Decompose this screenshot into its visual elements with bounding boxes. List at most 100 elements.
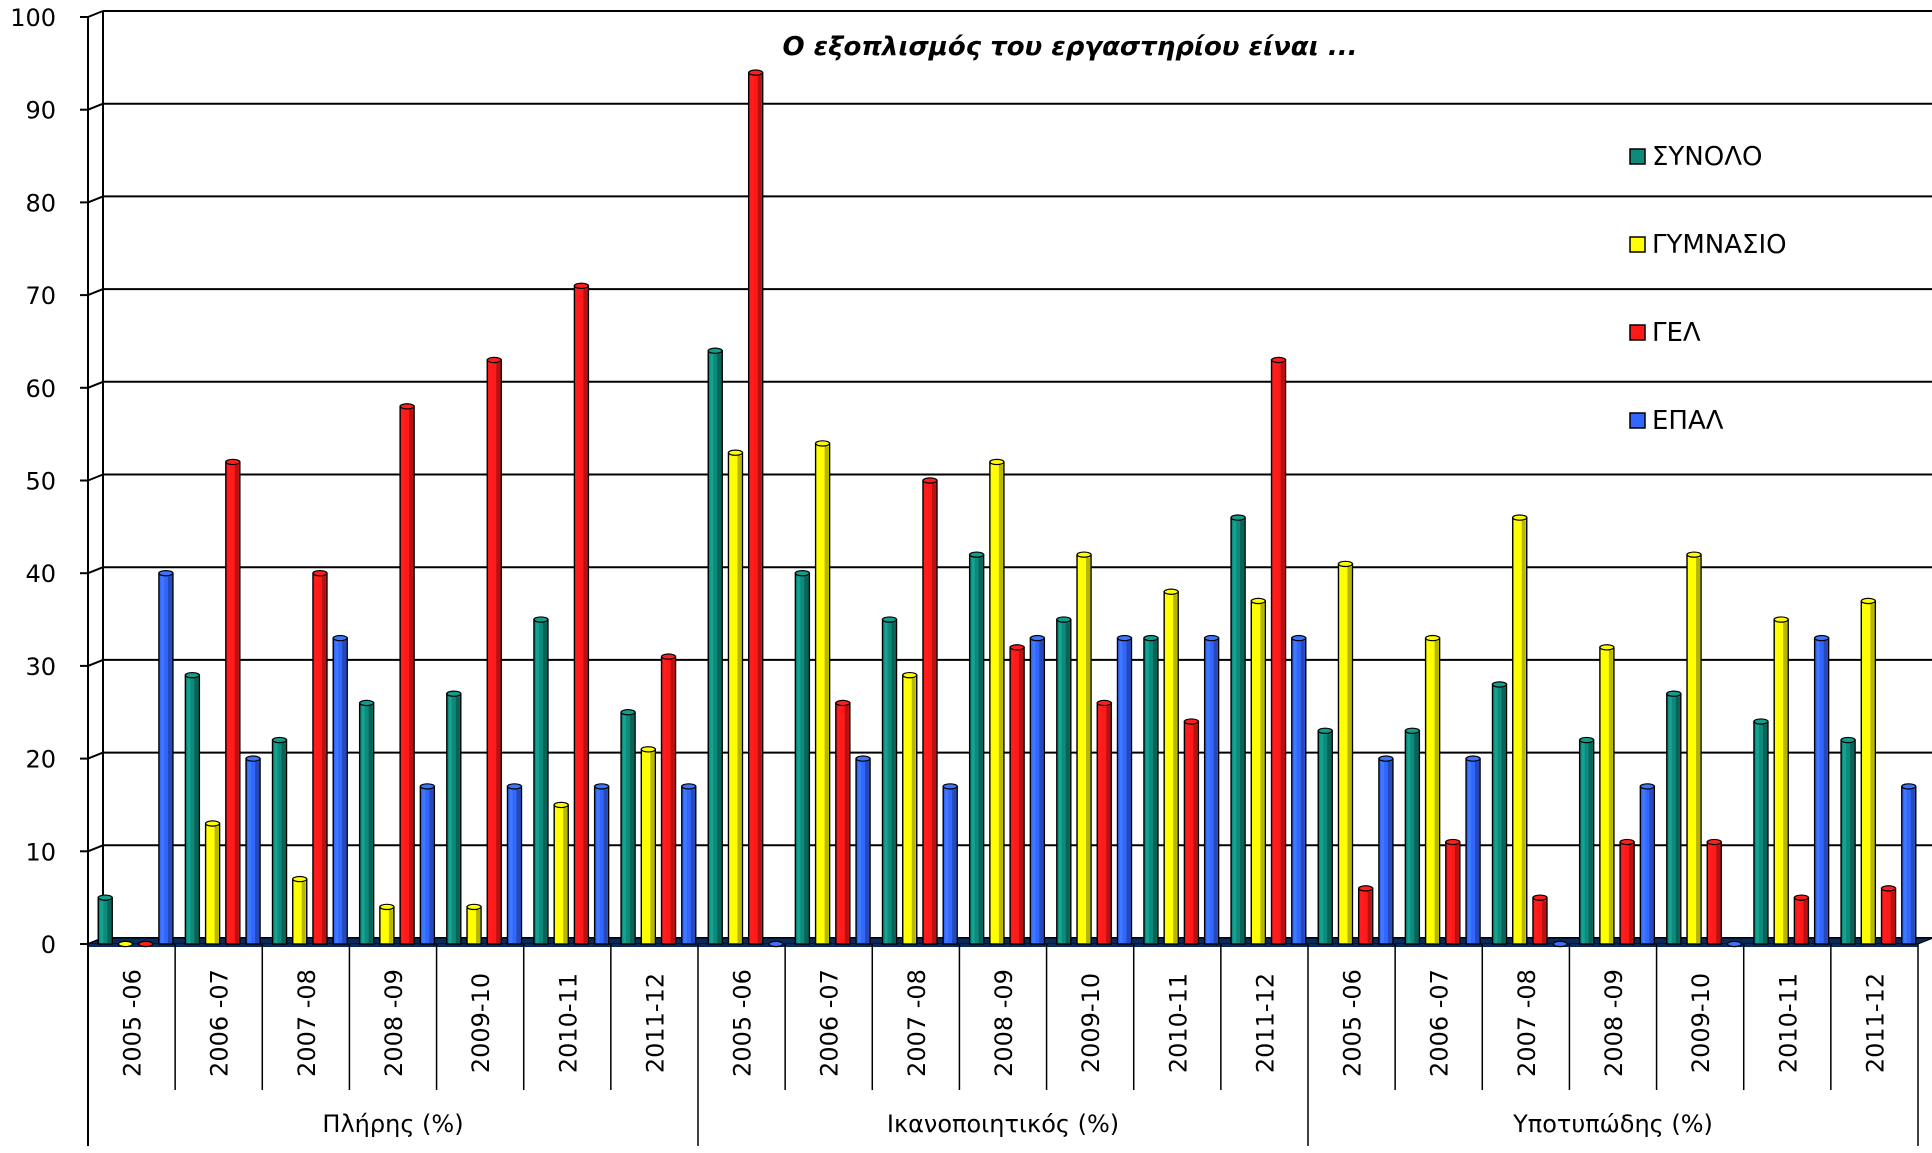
y-tick-label: 20 [25,746,56,774]
gridline-side [87,566,104,575]
group-label: Πλήρης (%) [322,1110,463,1138]
bar [332,634,348,945]
bar [727,449,744,945]
legend-item: ΣΥΝΟΛΟ [1629,142,1762,172]
x-tick-label: 2011-12 [641,973,669,1073]
bar [1686,551,1702,945]
bar [1009,644,1025,945]
legend: ΣΥΝΟΛΟ ΓΥΜΝΑΣΙΟ ΓΕΛ ΕΠΑΛ [1629,142,1787,436]
bar [768,940,784,948]
axis-layer: 0 10 20 30 40 50 60 70 80 90 100 2005 -06 2006 -07 20… [10,4,1919,1146]
bar [533,616,549,945]
x-tick-label: 2007 -08 [903,969,931,1077]
bar [1029,634,1046,945]
bar [1512,514,1528,945]
bar [1840,736,1856,945]
bar [1753,718,1769,945]
bar [835,699,851,945]
bar [1143,634,1159,945]
bar [1860,597,1877,945]
x-tick-label: 2010-11 [1774,973,1802,1073]
bar [1773,616,1789,945]
bar [707,347,723,945]
bar [942,783,958,945]
x-tick-label: 2010-11 [554,973,582,1073]
x-tick-label: 2011-12 [1251,973,1279,1073]
bar [1901,783,1917,945]
gridline-side [87,473,104,482]
bar [1706,838,1722,945]
legend-label: ΣΥΝΟΛΟ [1652,142,1762,172]
bar [681,783,697,945]
legend-label: ΓΕΛ [1652,318,1701,348]
bar [184,671,201,945]
gridline-side [87,658,104,667]
y-tick-label: 90 [25,97,56,125]
x-tick-label: 2005 -06 [729,969,757,1077]
bar [1357,885,1374,945]
bar [794,570,811,945]
x-tick-label: 2008 -09 [990,969,1018,1077]
bar [204,820,221,945]
bar [573,282,590,945]
bar [1639,783,1656,945]
bar [922,477,938,945]
bar [593,783,610,945]
bar [466,903,482,945]
x-tick-label: 2008 -09 [380,969,408,1077]
legend-item: ΕΠΑΛ [1629,406,1724,436]
legend-swatch [1629,148,1646,165]
bar [1813,634,1830,945]
y-tick-label: 0 [41,931,56,959]
x-tick-label: 2005 -06 [1339,969,1367,1077]
bar [312,570,328,945]
bar [1404,727,1421,945]
bar [245,755,261,945]
bar [1465,755,1481,945]
x-tick-label: 2006 -07 [206,969,234,1077]
legend-swatch [1629,236,1646,253]
x-tick-label: 2009-10 [1077,973,1105,1073]
x-tick-label: 2008 -09 [1600,969,1628,1077]
bar [620,709,636,945]
bar [97,894,113,945]
bar [855,755,871,945]
bar [1230,514,1246,945]
bar [1183,718,1200,945]
bar [747,69,764,945]
bar [1578,736,1595,945]
bar [1424,634,1441,945]
gridline-side [87,10,104,18]
bar [1666,690,1682,945]
bar [1599,644,1615,945]
bar [640,746,657,945]
x-tick-label: 2009-10 [467,973,495,1073]
bar [1250,597,1267,945]
gridline-side [87,380,104,389]
bar [138,940,154,948]
legend-item: ΓΕΛ [1629,318,1701,348]
gridline-side [87,195,104,204]
y-tick-label: 100 [10,4,56,32]
legend-label: ΕΠΑΛ [1652,406,1724,436]
bar [1337,560,1354,945]
y-tick-label: 50 [25,468,56,496]
x-tick-label: 2006 -07 [816,969,844,1077]
y-tick-label: 80 [25,189,56,217]
y-tick-label: 60 [25,375,56,403]
bar [1203,634,1220,945]
bar [989,458,1005,945]
bar [1317,727,1333,945]
gridline-side [87,844,104,853]
bar [902,671,918,945]
bar [1552,940,1568,948]
gridline-side [87,751,104,760]
x-tick-label: 2011-12 [1861,973,1889,1073]
y-tick-label: 70 [25,282,56,310]
y-tick-label: 10 [25,838,56,866]
bar [1880,885,1897,945]
gridline-side [87,102,104,111]
legend-label: ΓΥΜΝΑΣΙΟ [1652,230,1787,260]
